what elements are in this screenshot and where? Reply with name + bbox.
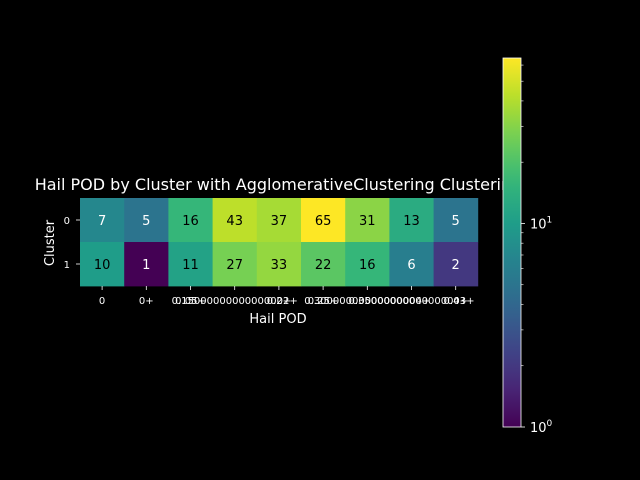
cell-value-label: 27 [226,258,243,273]
cell-value-label: 33 [271,258,288,273]
cell-value-label: 11 [182,258,199,273]
heatmap-cell [212,242,258,287]
colorbar-tick-label: 100 [530,419,553,436]
cell-value-label: 6 [407,258,415,273]
x-axis-ticks: 0 0+ 0.05+0.15000000000000002+0.2+ 0.25+0.3… [99,286,475,307]
chart-title: Hail POD by Cluster with AgglomerativeCl… [35,175,522,194]
cell-value-label: 22 [315,258,332,273]
x-tick-label: 0.35000000000000003+ [348,296,474,307]
y-tick-label: 0 [64,216,70,227]
heatmap-cell [80,242,125,287]
cell-value-label: 31 [359,214,376,229]
x-tick-label: 0+ [139,296,154,307]
cell-value-label: 5 [452,214,460,229]
cell-value-label: 7 [98,214,106,229]
heatmap-cell [345,242,390,287]
heatmap-cell [124,242,169,287]
heatmap-cell [256,242,302,287]
x-tick-label: 0.2+ [267,296,291,307]
y-axis-ticks: 01 [64,216,80,271]
x-tick-label: 0.15000000000000002+ [172,296,298,307]
cell-value-label: 37 [271,214,288,229]
cell-value-label: 10 [94,258,111,273]
colorbar-gradient [502,57,522,428]
x-tick-label: 0.25+ [308,296,339,307]
cell-value-label: 16 [182,214,199,229]
cell-value-label: 43 [226,214,243,229]
heatmap-cell [301,242,346,287]
heatmap-cell [124,198,169,243]
heatmap-cell [389,242,434,287]
heatmap-cell [168,242,213,287]
colorbar: 100 101 [502,57,553,436]
heatmap-cell [80,198,125,243]
cell-value-label: 2 [452,258,460,273]
cell-value-label: 65 [315,214,332,229]
heatmap-cell [301,198,346,243]
heatmap-cell [256,198,302,243]
heatmap-cell [345,198,390,243]
heatmap-cell [433,198,479,243]
y-tick-label: 1 [64,260,70,271]
x-tick-label: 0.30000000000000004+ [304,296,430,307]
x-axis-label: Hail POD [249,312,306,327]
cell-value-label: 5 [142,214,150,229]
cell-value-label: 13 [403,214,420,229]
heatmap-cell [168,198,213,243]
colorbar-tick-label: 101 [530,215,552,232]
x-tick-label: 0.4+ [444,296,468,307]
x-tick-label: 0 [99,296,105,307]
heatmap-cell [389,198,434,243]
heatmap-cell [433,242,479,287]
heatmap-cell [212,198,258,243]
cell-value-label: 1 [142,258,150,273]
x-tick-label: 0.05+ [175,296,206,307]
cell-value-label: 16 [359,258,376,273]
y-axis-label: Cluster [43,219,58,266]
heatmap-cells: 7 5 16 43 37 65 31 13 510 1 11 27 33 22 16 6 2 [80,198,479,287]
